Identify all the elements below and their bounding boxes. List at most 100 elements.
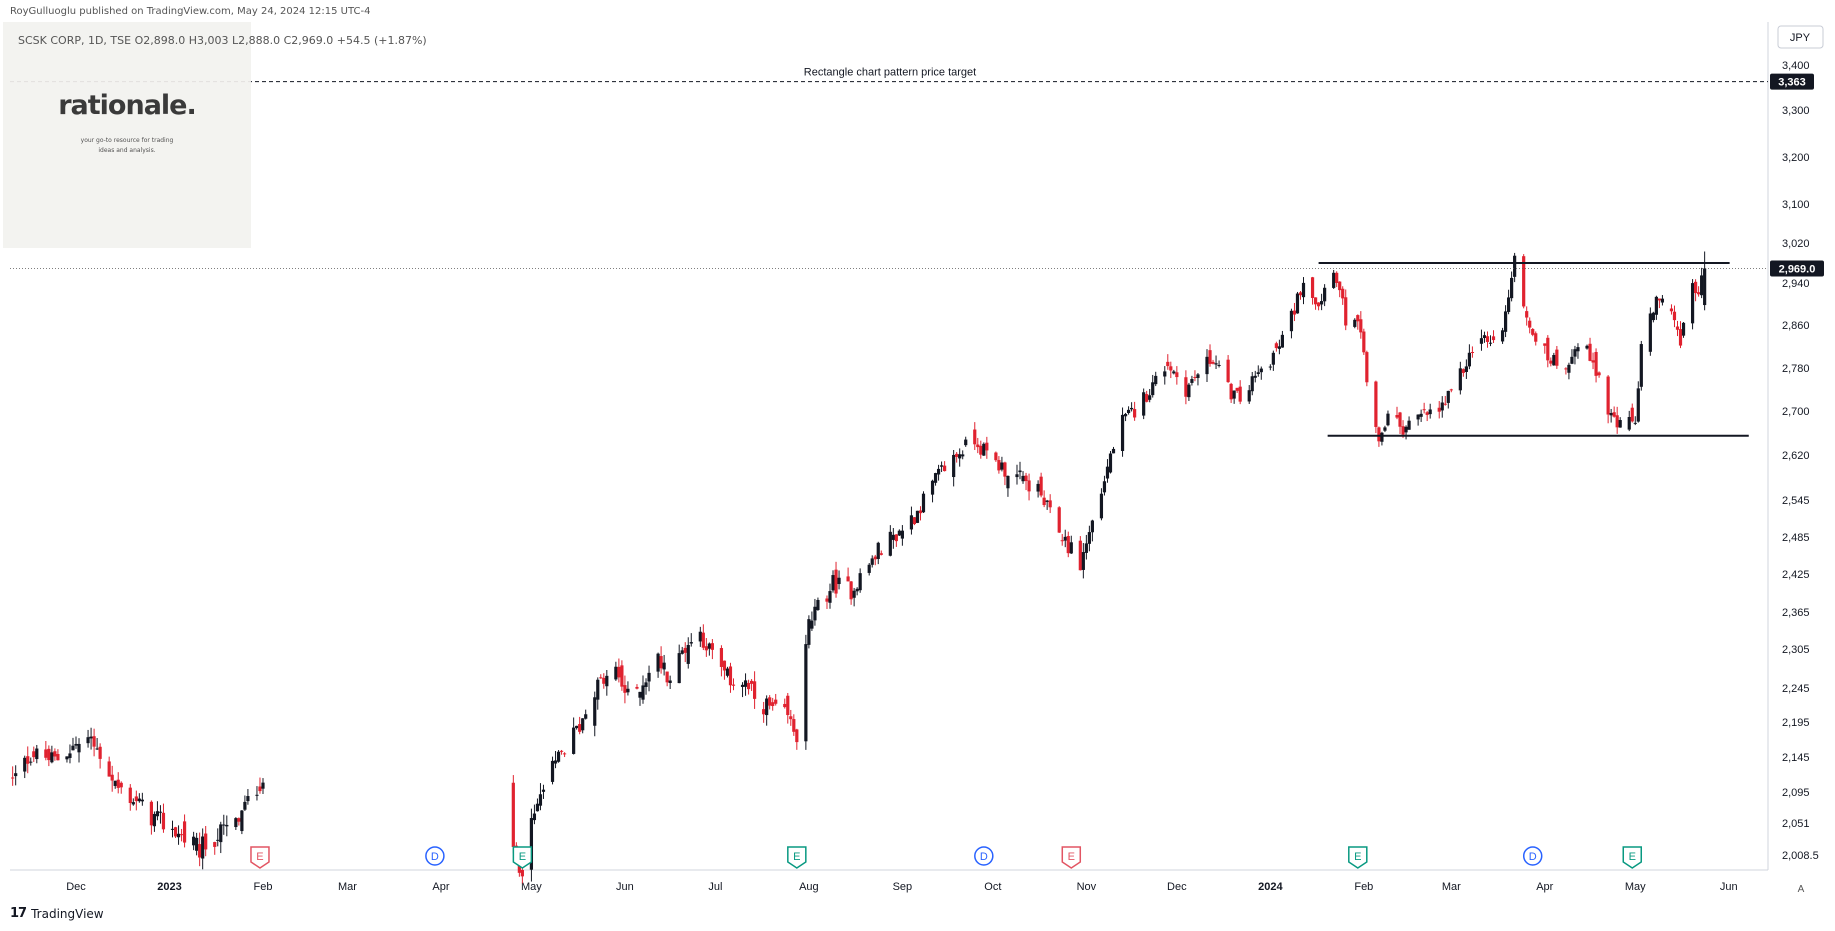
- candle-body: [1703, 268, 1707, 306]
- candle-body: [511, 782, 515, 847]
- currency-label: JPY: [1790, 32, 1811, 44]
- candle-body: [855, 588, 859, 592]
- candle-body: [1464, 366, 1468, 372]
- candle-body: [1690, 283, 1695, 324]
- candle-body: [1247, 390, 1251, 402]
- candle-body: [1440, 402, 1444, 411]
- earnings-marker: [1622, 846, 1643, 869]
- price-tick-label: 2,051: [1782, 818, 1810, 830]
- candle-body: [1356, 315, 1360, 322]
- candle-body: [973, 429, 977, 445]
- watermark-subtitle: your go-to resource for trading ideas an…: [3, 136, 251, 156]
- candle-body: [909, 515, 914, 530]
- candle-body: [1274, 343, 1278, 349]
- time-tick-label: Aug: [799, 881, 819, 893]
- candle-body: [641, 685, 645, 700]
- candle-body: [1126, 409, 1131, 414]
- candle-body: [113, 780, 117, 786]
- candle-body: [943, 465, 947, 472]
- price-tick-label: 2,008.5: [1782, 850, 1819, 862]
- candle-body: [1681, 322, 1686, 336]
- candle-body: [955, 453, 959, 457]
- candle-body: [876, 542, 880, 559]
- candle-body: [1295, 293, 1300, 314]
- price-tick-label: 2,425: [1782, 569, 1810, 581]
- candle-body: [1163, 371, 1167, 377]
- candle-body: [997, 460, 1001, 471]
- price-tick-label: 2,545: [1782, 495, 1810, 507]
- candle-body: [98, 746, 102, 759]
- candle-body: [182, 821, 187, 843]
- candle-body: [1576, 347, 1580, 352]
- candle-body: [837, 577, 841, 585]
- candle-body: [807, 619, 811, 645]
- candle-body: [1449, 389, 1453, 391]
- candle-body: [1169, 366, 1173, 371]
- candle-body: [602, 677, 606, 684]
- candle-body: [834, 569, 838, 594]
- candle-body: [131, 802, 135, 805]
- earnings-marker: [1061, 846, 1082, 869]
- candle-body: [1087, 532, 1091, 544]
- candle-body: [1145, 394, 1149, 402]
- candle-body: [1510, 277, 1514, 299]
- candle-body: [1099, 493, 1104, 519]
- candle-body: [1615, 415, 1619, 428]
- candle-body: [961, 454, 965, 457]
- published-line: RoyGulluoglu published on TradingView.co…: [10, 6, 371, 17]
- dividend-marker: [425, 846, 445, 866]
- candle-body: [867, 564, 871, 573]
- candle-body: [14, 773, 18, 777]
- candle-body: [1606, 376, 1610, 415]
- candle-body: [1446, 390, 1450, 403]
- candle-body: [771, 702, 775, 707]
- candle-body: [1522, 256, 1526, 307]
- candle-body: [158, 811, 163, 813]
- candle-body: [140, 799, 144, 802]
- candle-body: [810, 620, 814, 629]
- tradingview-footer[interactable]: 17 TradingView: [10, 906, 104, 921]
- candle-body: [795, 729, 799, 743]
- tradingview-logo-icon: 17: [10, 906, 27, 921]
- event-marker-code: D: [980, 851, 988, 863]
- candle-body: [1205, 356, 1209, 375]
- candle-body: [936, 468, 941, 475]
- price-tick-label: 3,200: [1782, 152, 1810, 164]
- candle-body: [1564, 368, 1568, 370]
- candle-body: [1395, 415, 1399, 418]
- watermark-subtitle-line1: your go-to resource for trading: [80, 137, 174, 144]
- price-tick-label: 2,940: [1782, 278, 1810, 290]
- candle-body: [173, 827, 178, 837]
- candle-body: [92, 736, 96, 747]
- candle-body: [789, 716, 793, 720]
- candle-body: [985, 442, 989, 451]
- candle-body: [849, 581, 853, 600]
- event-marker-code: E: [1629, 851, 1636, 863]
- candle-body: [1142, 392, 1146, 416]
- candle-body: [1338, 281, 1342, 291]
- candle-body: [213, 842, 217, 847]
- candle-body: [1175, 372, 1179, 378]
- candle-body: [786, 695, 790, 716]
- candle-body: [176, 833, 181, 838]
- candle-body: [529, 818, 534, 870]
- candle-body: [562, 753, 567, 755]
- candle-body: [1377, 427, 1381, 442]
- time-tick-label: Jul: [708, 881, 722, 893]
- candle-body: [707, 643, 711, 649]
- candle-body: [219, 824, 223, 843]
- candle-body: [982, 443, 986, 456]
- candle-body: [1404, 426, 1408, 433]
- candle-body: [1503, 311, 1508, 332]
- candle-body: [1003, 462, 1007, 477]
- auto-scale-button: A: [1798, 884, 1805, 895]
- candle-body: [1672, 311, 1677, 321]
- candle-body: [605, 675, 609, 687]
- candle-body: [1594, 351, 1598, 376]
- candle-body: [201, 836, 205, 859]
- candle-body: [553, 760, 558, 764]
- candle-body: [1066, 536, 1070, 554]
- candle-body: [1039, 476, 1043, 496]
